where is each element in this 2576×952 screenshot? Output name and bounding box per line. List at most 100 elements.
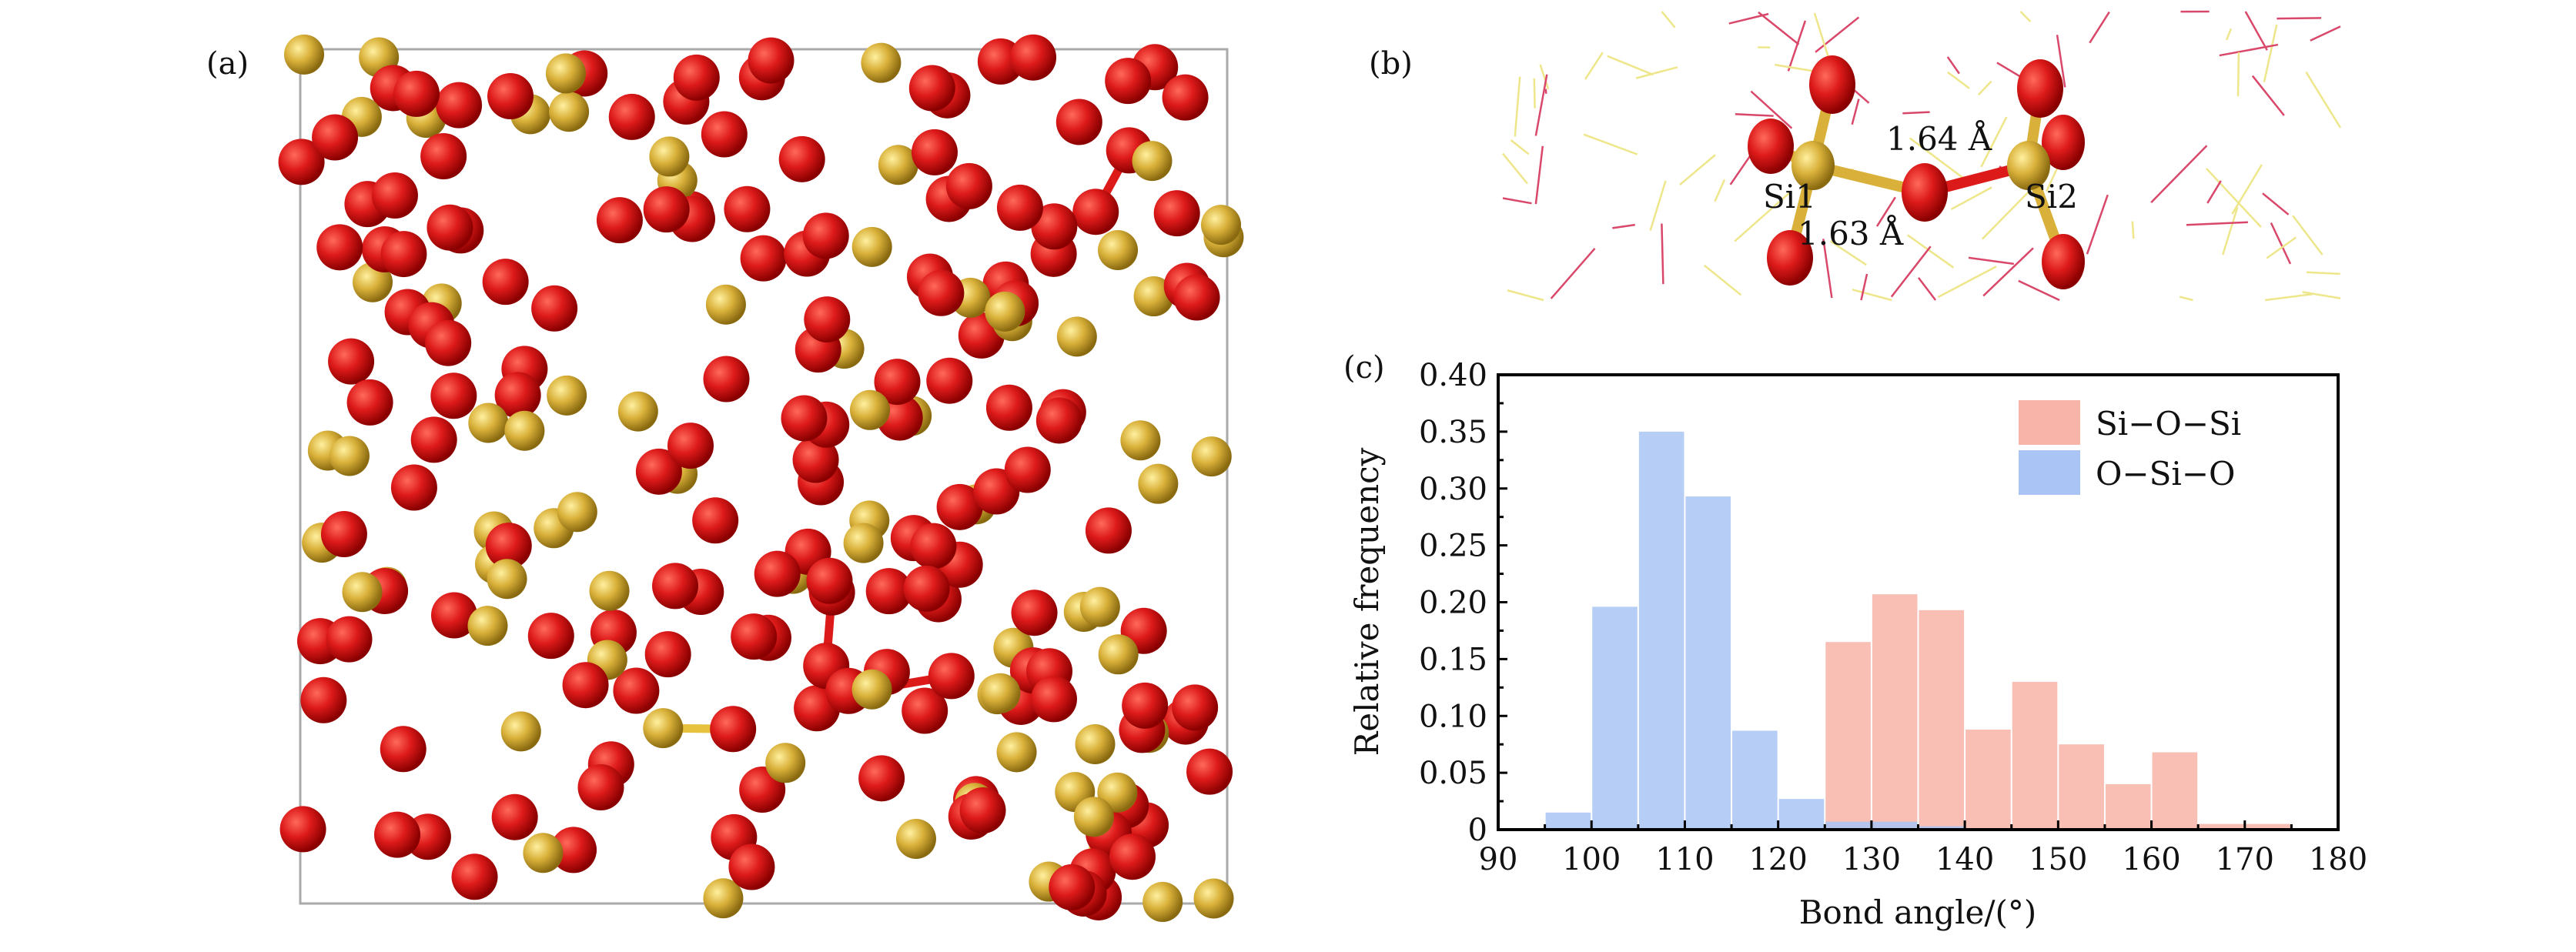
wireframe-bond bbox=[1735, 113, 1774, 117]
silicon-atom bbox=[1133, 276, 1174, 317]
wireframe-bond bbox=[1635, 66, 1678, 79]
wireframe-bond bbox=[1507, 289, 1544, 302]
oxygen-atom bbox=[312, 114, 359, 161]
y-tick-label: 0.35 bbox=[1419, 415, 1487, 450]
wireframe-bond bbox=[1981, 185, 2035, 240]
oxygen-atom bbox=[748, 37, 795, 84]
oxygen-atom bbox=[1186, 748, 1233, 795]
wireframe-bond bbox=[1750, 90, 1793, 129]
wireframe-bond bbox=[2056, 35, 2066, 88]
bar-o-si-o-95 bbox=[1545, 812, 1591, 830]
wireframe-bond bbox=[1946, 56, 1960, 75]
wireframe-bond bbox=[1980, 116, 2008, 168]
oxygen-atom bbox=[985, 384, 1032, 431]
wireframe-bond bbox=[1917, 277, 1937, 301]
wireframe-bond bbox=[1704, 264, 1742, 296]
y-tick-label: 0.40 bbox=[1419, 358, 1487, 393]
oxygen-atom bbox=[858, 755, 905, 802]
wireframe-bond bbox=[2179, 296, 2193, 302]
x-tick-label: 180 bbox=[2309, 842, 2367, 877]
oxygen-atom bbox=[1011, 590, 1058, 636]
silicon-atom bbox=[467, 606, 508, 646]
wireframe-bond bbox=[2310, 25, 2341, 42]
silicon-atom bbox=[468, 403, 509, 443]
bar-si-o-si-140 bbox=[1965, 729, 2011, 830]
oxygen-atom bbox=[1010, 34, 1057, 81]
wireframe-bond bbox=[1679, 154, 1716, 186]
oxygen-atom bbox=[926, 357, 973, 404]
silicon-atom bbox=[1098, 634, 1139, 675]
silicon-atom bbox=[1056, 316, 1097, 357]
oxygen-atom bbox=[390, 464, 437, 511]
bridging-oxygen-atom bbox=[1902, 163, 1948, 222]
oxygen-atom bbox=[701, 111, 748, 158]
oxygen-atom bbox=[644, 631, 691, 678]
bar-o-si-o-125 bbox=[1825, 821, 1871, 830]
oxygen-atom bbox=[320, 511, 367, 558]
wireframe-bond bbox=[1851, 99, 1860, 125]
oxygen-atom bbox=[928, 653, 975, 700]
oxygen-atom bbox=[911, 129, 958, 175]
oxygen-atom bbox=[1031, 203, 1078, 250]
oxygen-atom bbox=[380, 726, 427, 773]
wireframe-bond bbox=[2150, 145, 2208, 203]
wireframe-bond bbox=[2262, 192, 2290, 215]
oxygen-atom bbox=[724, 185, 771, 232]
oxygen-atom bbox=[1072, 189, 1119, 235]
wireframe-bond bbox=[2244, 11, 2268, 51]
silicon-atom bbox=[284, 34, 325, 75]
wireframe-bond bbox=[2264, 292, 2313, 302]
bar-si-o-si-160 bbox=[2152, 752, 2198, 830]
wireframe-bond bbox=[1947, 71, 1970, 89]
bar-o-si-o-120 bbox=[1778, 799, 1825, 830]
oxygen-atom bbox=[874, 359, 921, 406]
oxygen-atom bbox=[562, 662, 609, 709]
wireframe-bond bbox=[1607, 55, 1654, 76]
silicon-atom bbox=[547, 375, 587, 416]
si2-label: Si2 bbox=[2025, 178, 2078, 215]
oxygen-atom bbox=[2042, 234, 2085, 289]
wireframe-bond bbox=[1661, 223, 1664, 285]
silicon-atom bbox=[649, 136, 690, 177]
x-tick-label: 170 bbox=[2216, 842, 2274, 877]
wireframe-bond bbox=[1937, 266, 1997, 299]
oxygen-atom bbox=[577, 764, 624, 811]
wireframe-bond bbox=[1734, 192, 1791, 242]
x-tick-label: 90 bbox=[1479, 842, 1518, 877]
oxygen-atom bbox=[1173, 274, 1220, 321]
oxygen-atom bbox=[635, 448, 682, 495]
wireframe-bond bbox=[2251, 75, 2285, 116]
oxygen-atom bbox=[596, 197, 643, 244]
legend: Si−O−Si O−Si−O bbox=[2019, 400, 2241, 495]
wireframe-bond bbox=[2307, 271, 2340, 276]
oxygen-atom bbox=[527, 613, 574, 660]
oxygen-atom bbox=[2042, 115, 2085, 170]
wireframe-bond bbox=[1907, 234, 1955, 269]
wireframe-bond bbox=[1533, 78, 1536, 109]
oxygen-atom bbox=[1122, 682, 1169, 729]
silicon-atom bbox=[329, 436, 370, 476]
oxygen-atom bbox=[792, 436, 839, 483]
silicon-atom bbox=[342, 572, 383, 613]
y-tick-label: 0.10 bbox=[1419, 699, 1487, 734]
silicon-atom bbox=[843, 523, 884, 563]
wireframe-bond bbox=[2302, 291, 2341, 299]
x-tick-label: 150 bbox=[2029, 842, 2087, 877]
wireframe-bond bbox=[1514, 76, 1521, 137]
bar-si-o-si-150 bbox=[2059, 744, 2104, 830]
x-tick-label: 130 bbox=[1842, 842, 1901, 877]
bar-si-o-si-155 bbox=[2105, 783, 2151, 830]
silicon-atom bbox=[895, 819, 936, 860]
oxygen-atom bbox=[996, 184, 1043, 231]
wireframe-bond bbox=[1584, 52, 1604, 80]
oxygen-atom bbox=[482, 259, 529, 306]
silicon-atom bbox=[1079, 586, 1120, 627]
legend-label-o-si-o: O−Si−O bbox=[2096, 455, 2235, 493]
oxygen-atom bbox=[427, 204, 473, 251]
y-tick-label: 0.05 bbox=[1419, 756, 1487, 791]
oxygen-atom bbox=[1105, 58, 1152, 105]
oxygen-atom bbox=[279, 806, 326, 853]
si2-atom bbox=[2007, 141, 2050, 190]
oxygen-atom bbox=[731, 613, 778, 660]
